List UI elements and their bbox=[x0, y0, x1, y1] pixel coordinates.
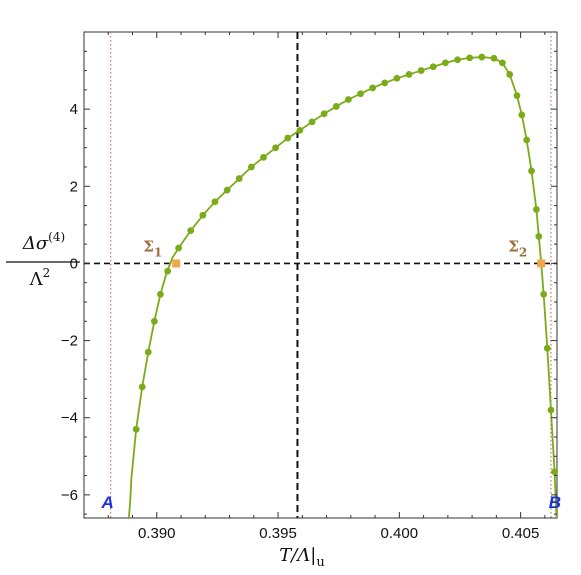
data-point bbox=[247, 163, 255, 171]
reference-lines bbox=[84, 32, 557, 518]
plot-frame bbox=[83, 31, 558, 519]
y-tick-label: −2 bbox=[61, 333, 78, 350]
data-point bbox=[532, 206, 540, 213]
data-point bbox=[417, 67, 425, 74]
crossing-marker-label: Σ1 bbox=[143, 237, 162, 259]
series-line bbox=[127, 56, 557, 518]
data-point bbox=[478, 53, 486, 61]
data-point bbox=[164, 267, 172, 275]
data-point bbox=[296, 126, 304, 134]
data-point bbox=[260, 153, 267, 161]
endpoint-label: B bbox=[549, 493, 561, 512]
x-axis-label-main: T/Λ| bbox=[279, 545, 316, 566]
data-point bbox=[235, 175, 243, 182]
y-tick-label: 2 bbox=[70, 178, 78, 195]
x-axis-label-sub: u bbox=[316, 555, 324, 570]
data-point bbox=[543, 344, 551, 352]
data-point bbox=[405, 71, 413, 78]
plot-border bbox=[83, 31, 558, 519]
x-tick-label: 0.400 bbox=[381, 525, 419, 542]
x-tick-label: 0.395 bbox=[259, 525, 297, 542]
data-point bbox=[320, 110, 328, 118]
data-point bbox=[138, 383, 146, 391]
data-point bbox=[344, 96, 352, 103]
endpoint-label: A bbox=[101, 493, 114, 512]
data-point bbox=[429, 63, 437, 71]
x-axis-label: T/Λ|u bbox=[279, 545, 325, 570]
data-curve bbox=[127, 56, 557, 518]
x-tick-label: 0.390 bbox=[138, 525, 176, 542]
axis-labels: T/Λ|u Δσ(4) Λ2 bbox=[6, 230, 325, 570]
data-point bbox=[506, 71, 514, 78]
data-point bbox=[272, 144, 280, 152]
y-axis-label: Δσ(4) Λ2 bbox=[6, 230, 80, 290]
data-point bbox=[199, 211, 207, 219]
svg-text:Δσ(4): Δσ(4) bbox=[22, 230, 65, 254]
y-axis-label-numerator: Δσ bbox=[22, 233, 49, 254]
data-point bbox=[442, 59, 449, 67]
data-point bbox=[211, 198, 219, 206]
data-point bbox=[308, 118, 316, 126]
data-point bbox=[499, 59, 506, 67]
data-point bbox=[175, 244, 183, 252]
data-point bbox=[150, 317, 158, 325]
data-point bbox=[518, 111, 526, 119]
data-point bbox=[132, 425, 140, 433]
y-tick-label: 4 bbox=[70, 101, 78, 118]
y-tick-label: −6 bbox=[61, 487, 78, 504]
axis-ticks: 0.390 0.395 0.400 0.405 −6 −4 −2 0 2 4 bbox=[61, 32, 557, 542]
data-point bbox=[551, 468, 558, 476]
y-axis-label-denominator: Λ bbox=[29, 269, 44, 290]
data-point bbox=[513, 92, 521, 100]
y-tick-label: 0 bbox=[70, 255, 78, 272]
y-axis-label-superscript: (4) bbox=[48, 230, 65, 244]
svg-text:Λ2: Λ2 bbox=[29, 266, 51, 290]
data-point bbox=[454, 56, 461, 64]
data-point bbox=[381, 79, 389, 87]
x-tick-label: 0.405 bbox=[502, 525, 540, 542]
crossing-marker bbox=[537, 259, 546, 268]
data-points bbox=[132, 53, 558, 476]
data-point bbox=[332, 103, 340, 110]
data-point bbox=[528, 167, 535, 175]
data-point bbox=[393, 74, 401, 82]
y-tick-label: −4 bbox=[61, 410, 78, 427]
data-point bbox=[540, 290, 548, 298]
crossing-markers: Σ1 Σ2 A B bbox=[101, 237, 562, 512]
data-point bbox=[157, 290, 164, 298]
data-point bbox=[144, 348, 152, 356]
data-point bbox=[535, 233, 543, 240]
y-axis-label-denominator-power: 2 bbox=[43, 266, 51, 280]
data-point bbox=[523, 136, 531, 144]
crossing-marker-label: Σ2 bbox=[508, 237, 527, 259]
data-point bbox=[187, 227, 195, 235]
crossing-marker bbox=[172, 259, 181, 268]
data-point bbox=[284, 134, 292, 142]
data-point bbox=[547, 406, 555, 414]
data-point bbox=[369, 84, 377, 92]
data-point bbox=[466, 54, 474, 62]
data-point bbox=[490, 54, 498, 62]
data-point bbox=[223, 186, 231, 194]
data-point bbox=[357, 90, 364, 98]
